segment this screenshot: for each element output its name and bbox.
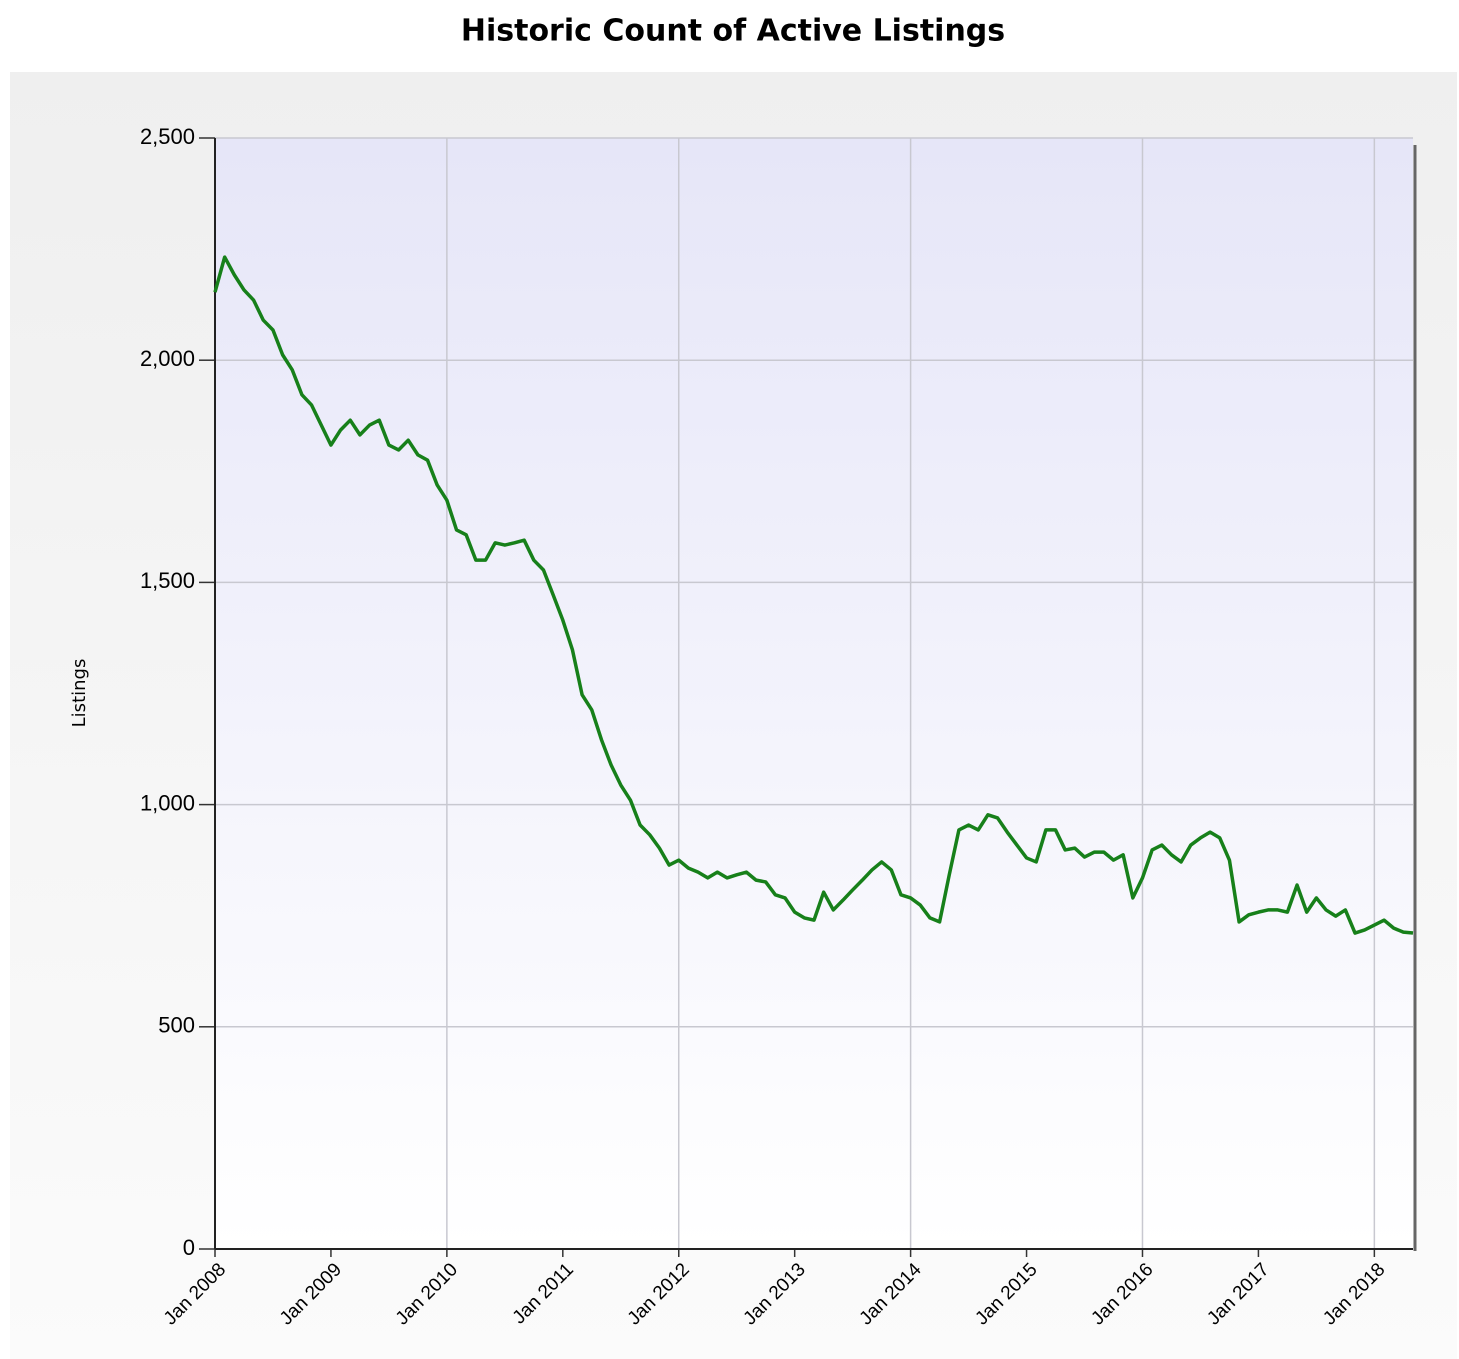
y-tick-label: 2,500 bbox=[140, 124, 195, 149]
data-line bbox=[213, 255, 1414, 935]
y-tick-label: 500 bbox=[158, 1013, 195, 1038]
y-tick-label: 1,000 bbox=[140, 790, 195, 815]
y-tick-label: 1,500 bbox=[140, 568, 195, 593]
y-tick-label: 2,000 bbox=[140, 346, 195, 371]
y-axis-label: Listings bbox=[69, 659, 90, 728]
chart-title: Historic Count of Active Listings bbox=[461, 14, 1005, 49]
plot-area bbox=[215, 138, 1413, 1249]
y-tick-label: 0 bbox=[183, 1235, 195, 1260]
